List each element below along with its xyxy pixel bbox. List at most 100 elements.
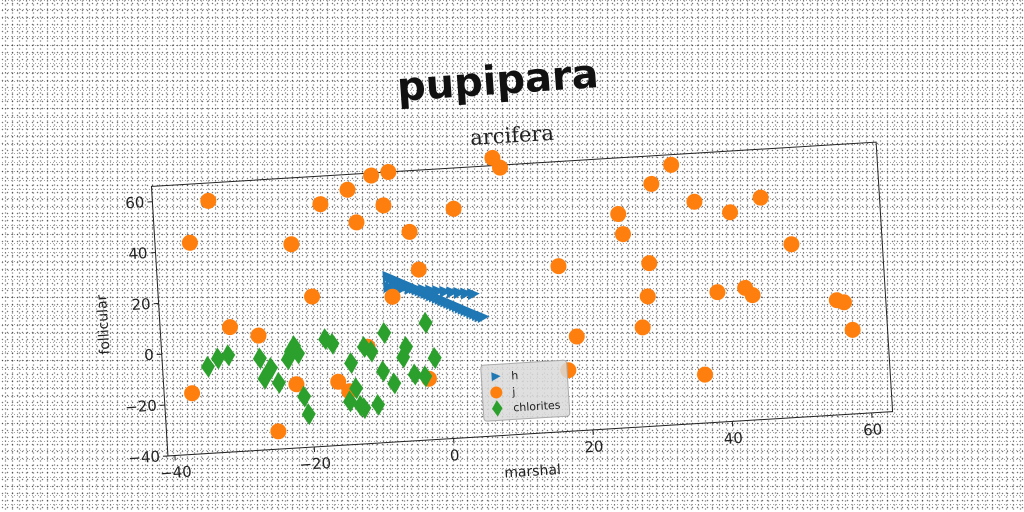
x-tick-label: 40 [723, 429, 743, 448]
series-h-point [460, 287, 473, 300]
series-h-point [439, 285, 452, 298]
series-j-point [184, 385, 201, 402]
series-j-point [363, 167, 380, 184]
series-chlorites-point [387, 372, 402, 395]
x-tick-label: 20 [584, 437, 604, 456]
series-j-point [200, 192, 217, 209]
series-j-point [568, 328, 585, 345]
series-j-point [634, 319, 651, 336]
series-chlorites-point [349, 377, 364, 400]
x-tick-label: −20 [299, 454, 332, 474]
y-tick-label: 40 [128, 244, 148, 263]
x-tick-label: 60 [863, 420, 883, 439]
x-tick-label: −40 [160, 463, 193, 483]
series-j-point [550, 258, 567, 275]
series-j-point [250, 327, 267, 344]
series-j-point [722, 204, 739, 221]
series-chlorites-point [291, 342, 306, 365]
series-j-point [401, 223, 418, 240]
series-j-point [696, 366, 713, 383]
series-j-point [330, 373, 347, 390]
series-j-point [375, 197, 392, 214]
series-h-point [467, 288, 480, 301]
series-j-point [641, 255, 658, 272]
legend-label: chlorites [513, 399, 561, 415]
y-axis-label: follicular [94, 294, 114, 355]
data-marks [181, 149, 861, 440]
y-tick-label: −40 [128, 447, 161, 467]
series-chlorites-point [280, 348, 295, 371]
series-h-point [404, 282, 417, 295]
series-j-point [283, 236, 300, 253]
series-j-point [744, 287, 761, 304]
series-j-point [304, 288, 321, 305]
legend-marker-h [491, 372, 501, 382]
series-chlorites-point [263, 356, 278, 379]
series-h-point [453, 287, 466, 299]
series-j-point [492, 159, 509, 176]
series-j-point [181, 234, 198, 251]
series-h-point [477, 311, 490, 324]
series-j-point [639, 288, 656, 305]
series-h-point [425, 284, 438, 297]
series-chlorites-point [364, 340, 379, 363]
series-h-point [418, 284, 431, 297]
series-j-point [270, 423, 287, 440]
series-h-point [446, 286, 459, 299]
series-h-point [397, 282, 410, 295]
series-chlorites-point [418, 311, 433, 334]
series-chlorites-point [257, 367, 272, 390]
series-j-point [445, 200, 462, 217]
series-chlorites-point [407, 363, 422, 386]
figure-title: pupipara [396, 51, 601, 111]
series-chlorites [200, 311, 442, 426]
series-chlorites-point [301, 403, 316, 426]
series-j-point [348, 214, 365, 231]
legend-box [480, 359, 571, 422]
series-chlorites-point [221, 344, 236, 367]
series-chlorites-point [427, 346, 442, 369]
series-chlorites-point [297, 385, 312, 408]
series-j-point [643, 175, 660, 192]
series-j-point [610, 206, 627, 223]
series-chlorites-point [200, 355, 215, 378]
series-chlorites-point [399, 335, 414, 358]
series-j-point [614, 226, 631, 243]
series-chlorites-point [396, 346, 411, 369]
series-j-point [709, 284, 726, 301]
plot-area: arcifera −40 −20 0 20 40 60 −40 −20 0 20 40 60 mars… [94, 121, 894, 483]
series-chlorites-point [418, 365, 433, 388]
series-j-point [783, 236, 800, 253]
series-j-point [339, 181, 356, 198]
x-axis-label: marshal [504, 462, 561, 481]
series-j-point [844, 321, 861, 338]
legend-marker-chlorites [492, 400, 503, 417]
series-chlorites-point [325, 332, 340, 355]
series-chlorites-point [376, 360, 391, 383]
series-chlorites-point [342, 390, 357, 413]
series-j-point [686, 193, 703, 210]
series-chlorites-point [344, 352, 359, 375]
legend-marker-j [490, 386, 503, 399]
y-tick-label: 20 [131, 295, 151, 314]
series-j-point [380, 163, 397, 180]
y-tick-label: 60 [125, 193, 145, 212]
series-chlorites-point [371, 393, 386, 416]
series-j-point [384, 288, 401, 305]
series-h-point [383, 281, 396, 294]
axes-frame [150, 141, 894, 457]
series-h [382, 270, 490, 324]
series-j-point [835, 294, 852, 311]
series-j-point [752, 189, 769, 206]
axis-ticks: −40 −20 0 20 40 60 −40 −20 0 20 40 60 [125, 193, 883, 483]
legend-label: h [511, 369, 519, 382]
y-tick-label: 0 [144, 346, 155, 365]
series-chlorites-point [377, 321, 392, 344]
series-h-point [432, 285, 445, 298]
series-chlorites-point [271, 371, 286, 394]
legend-label: j [511, 385, 516, 398]
series-chlorites-point [252, 347, 267, 370]
series-h-point [411, 283, 424, 296]
